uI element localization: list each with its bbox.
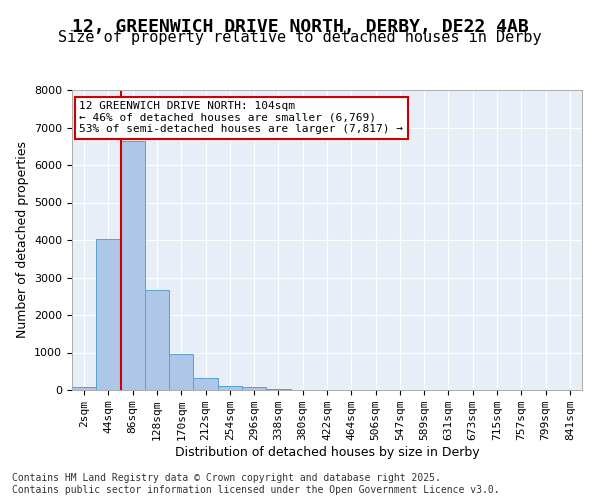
X-axis label: Distribution of detached houses by size in Derby: Distribution of detached houses by size … [175,446,479,459]
Bar [218,386,242,390]
Bar [121,142,145,390]
Bar [169,354,193,390]
Text: Contains HM Land Registry data © Crown copyright and database right 2025.
Contai: Contains HM Land Registry data © Crown c… [12,474,500,495]
Text: Size of property relative to detached houses in Derby: Size of property relative to detached ho… [58,30,542,45]
Text: 12 GREENWICH DRIVE NORTH: 104sqm
← 46% of detached houses are smaller (6,769)
53: 12 GREENWICH DRIVE NORTH: 104sqm ← 46% o… [79,101,403,134]
Bar [96,240,121,390]
Text: 12, GREENWICH DRIVE NORTH, DERBY, DE22 4AB: 12, GREENWICH DRIVE NORTH, DERBY, DE22 4… [71,18,529,36]
Bar [242,386,266,390]
Bar [266,389,290,390]
Bar [72,387,96,390]
Bar [145,290,169,390]
Bar [193,378,218,390]
Y-axis label: Number of detached properties: Number of detached properties [16,142,29,338]
